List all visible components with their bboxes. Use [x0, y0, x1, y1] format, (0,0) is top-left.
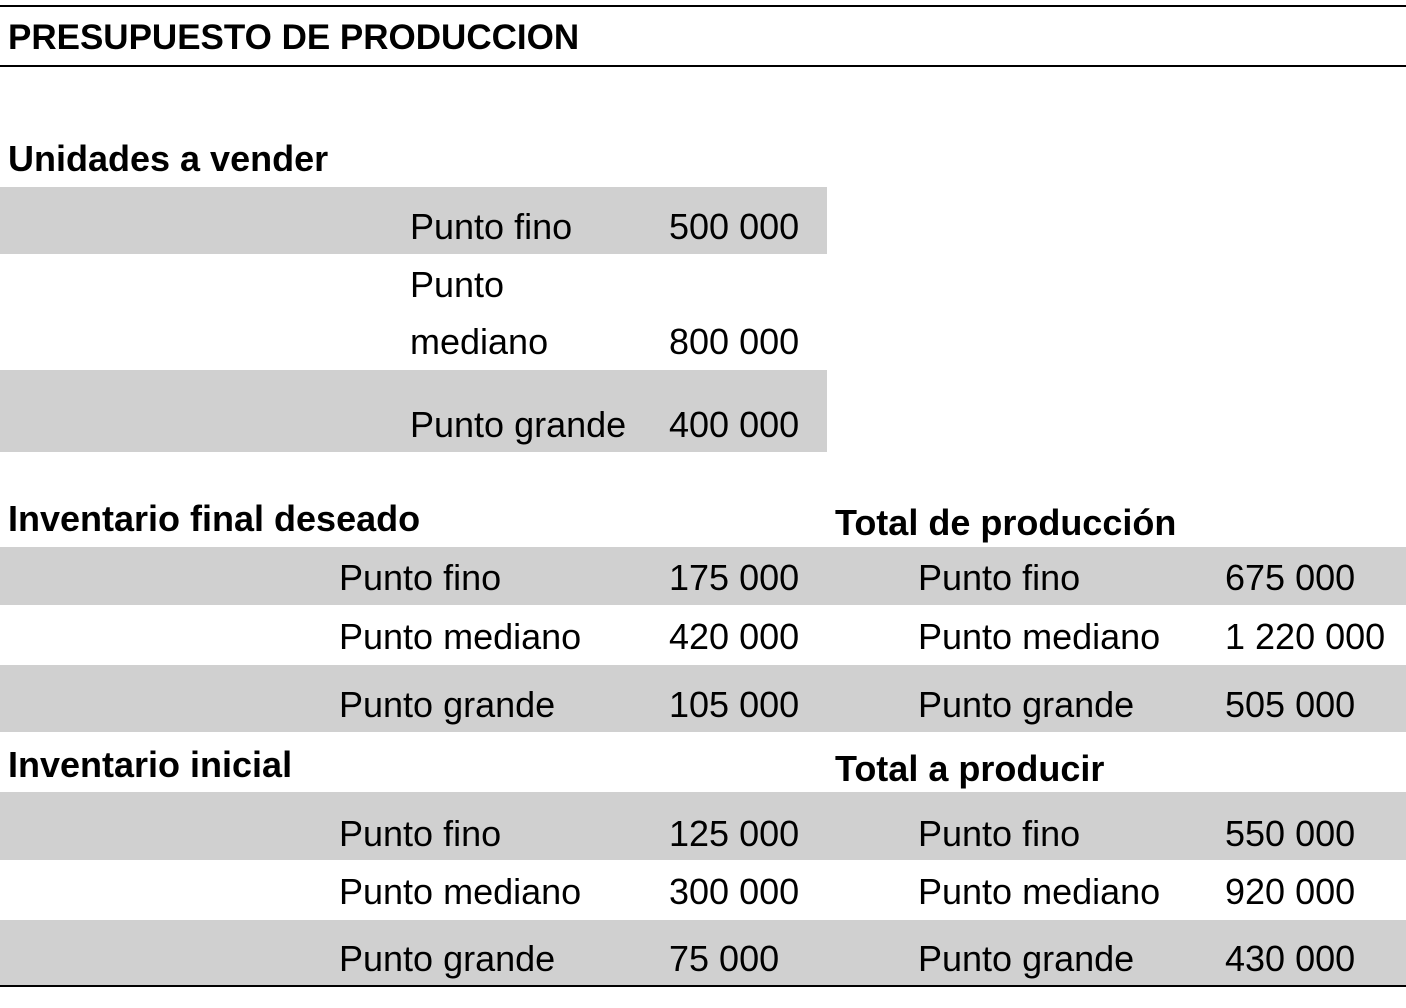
page-title: PRESUPUESTO DE PRODUCCION — [8, 18, 580, 57]
vender-value-grande: 400 000 — [669, 404, 800, 445]
producir-label-grande: Punto grande — [918, 938, 1135, 979]
band-vender-grande — [0, 370, 827, 452]
vender-label-fino: Punto fino — [410, 206, 573, 247]
bottom-rule — [0, 985, 1406, 987]
heading-total-produccion: Total de producción — [835, 502, 1177, 543]
band-final-grande — [0, 665, 1406, 732]
final-label-fino: Punto fino — [339, 557, 502, 598]
band-vender-fino — [0, 187, 827, 254]
vender-label-mediano-line1: Punto — [410, 264, 505, 305]
final-value-fino: 175 000 — [669, 557, 800, 598]
final-label-grande: Punto grande — [339, 684, 556, 725]
produccion-value-fino: 675 000 — [1225, 557, 1356, 598]
heading-unidades-a-vender: Unidades a vender — [8, 138, 329, 179]
producir-value-mediano: 920 000 — [1225, 871, 1356, 912]
final-value-grande: 105 000 — [669, 684, 800, 725]
top-rule — [0, 5, 1406, 7]
producir-label-mediano: Punto mediano — [918, 871, 1161, 912]
produccion-label-mediano: Punto mediano — [918, 616, 1161, 657]
inicial-label-grande: Punto grande — [339, 938, 556, 979]
vender-value-fino: 500 000 — [669, 206, 800, 247]
producir-value-fino: 550 000 — [1225, 813, 1356, 854]
produccion-value-mediano: 1 220 000 — [1225, 616, 1386, 657]
heading-inventario-inicial: Inventario inicial — [8, 744, 293, 785]
final-value-mediano: 420 000 — [669, 616, 800, 657]
produccion-label-grande: Punto grande — [918, 684, 1135, 725]
inicial-value-mediano: 300 000 — [669, 871, 800, 912]
produccion-label-fino: Punto fino — [918, 557, 1081, 598]
vender-label-mediano-line2: mediano — [410, 321, 549, 362]
producir-label-fino: Punto fino — [918, 813, 1081, 854]
heading-inventario-final: Inventario final deseado — [8, 498, 421, 539]
final-label-mediano: Punto mediano — [339, 616, 582, 657]
inicial-label-mediano: Punto mediano — [339, 871, 582, 912]
vender-label-grande: Punto grande — [410, 404, 627, 445]
inicial-label-fino: Punto fino — [339, 813, 502, 854]
vender-value-mediano: 800 000 — [669, 321, 800, 362]
inicial-value-grande: 75 000 — [669, 938, 780, 979]
inicial-value-fino: 125 000 — [669, 813, 800, 854]
produccion-value-grande: 505 000 — [1225, 684, 1356, 725]
heading-total-a-producir: Total a producir — [835, 748, 1105, 789]
band-final-fino — [0, 547, 1406, 605]
band-inicial-grande — [0, 920, 1406, 985]
band-inicial-fino — [0, 792, 1406, 860]
title-underline — [0, 65, 1406, 67]
producir-value-grande: 430 000 — [1225, 938, 1356, 979]
